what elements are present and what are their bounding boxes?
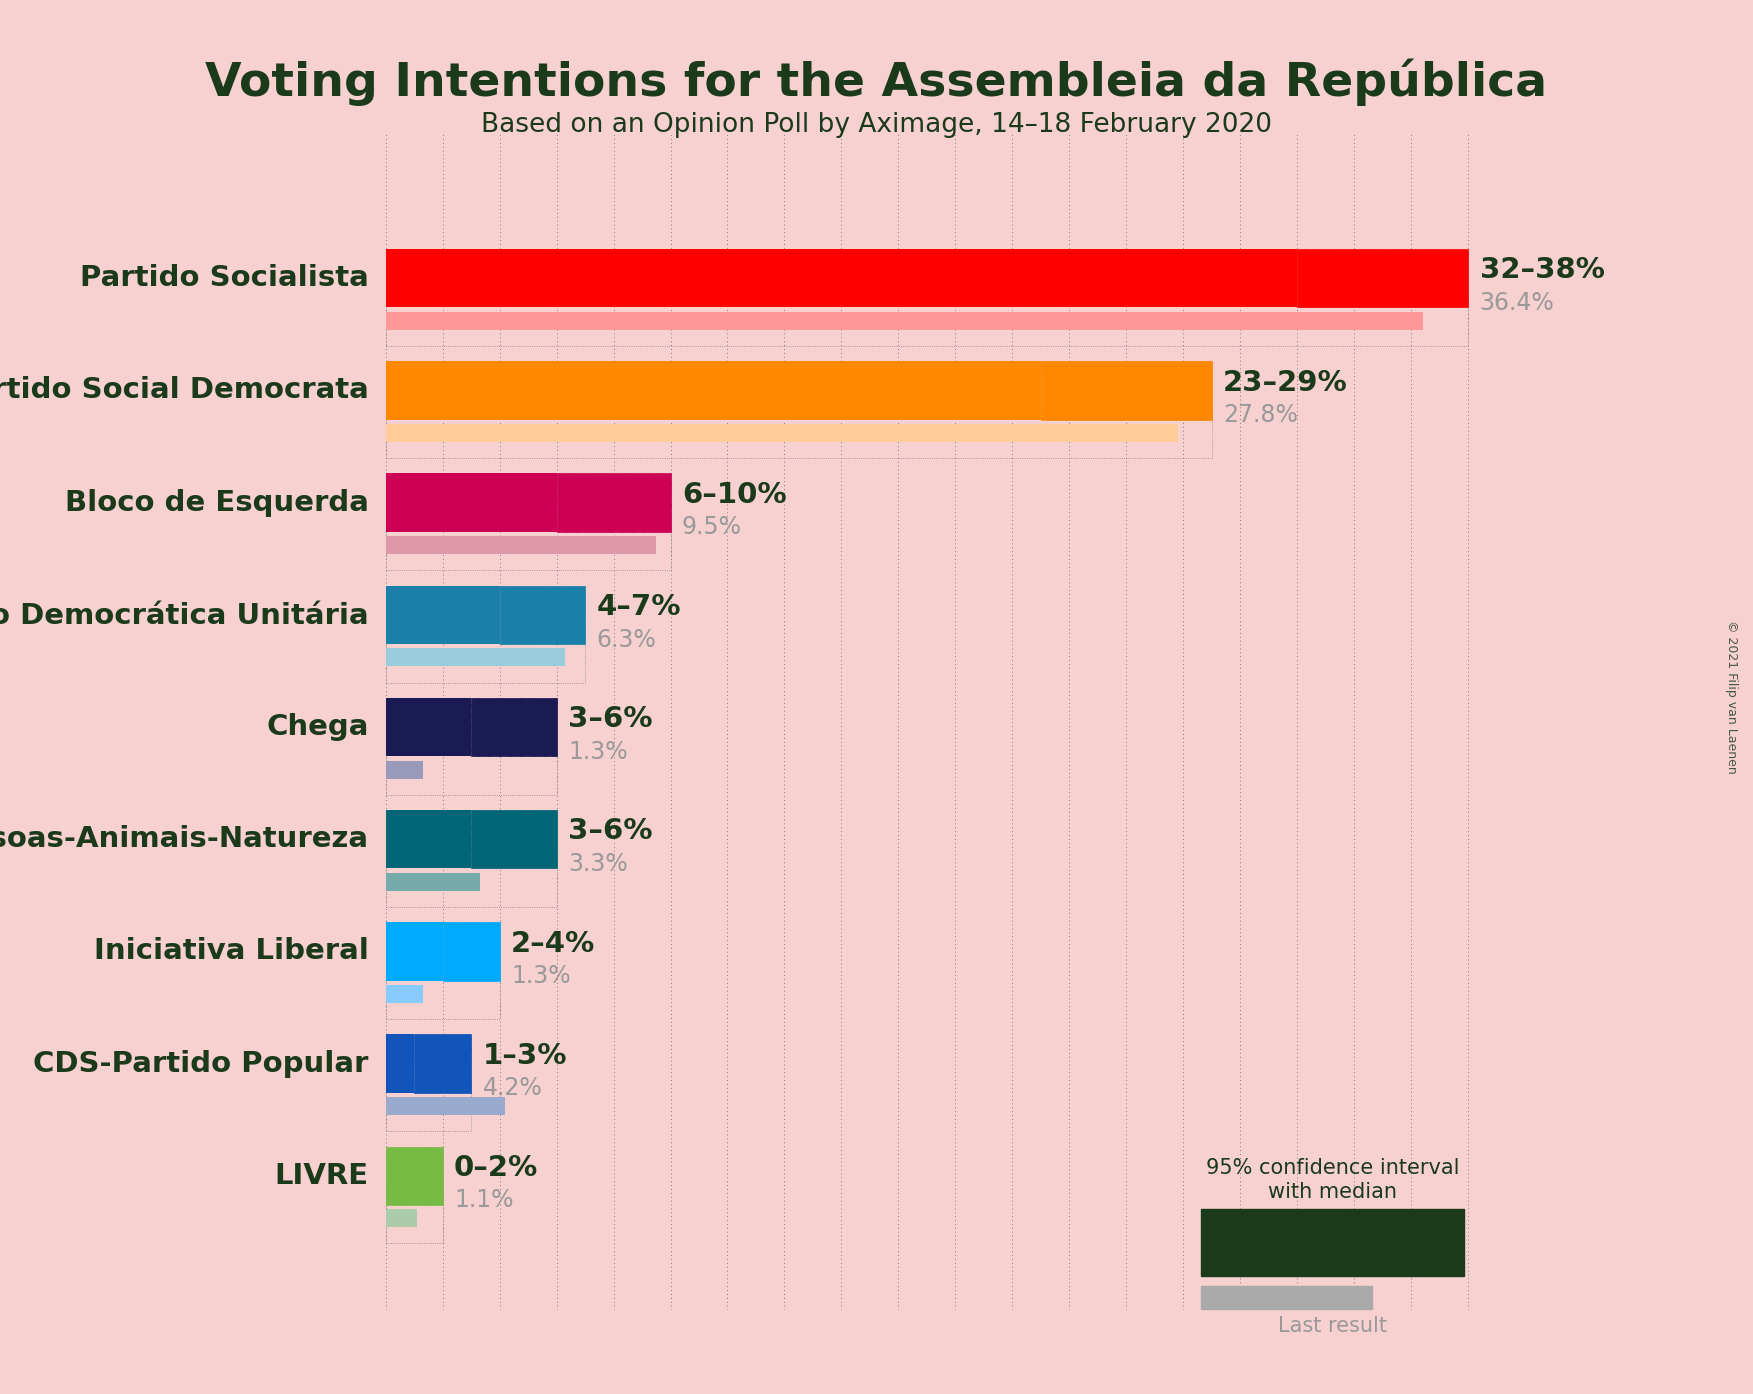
Text: 27.8%: 27.8% <box>1224 403 1297 427</box>
Bar <box>386 1147 442 1204</box>
Bar <box>500 585 586 644</box>
Bar <box>386 923 442 980</box>
Bar <box>386 250 1297 308</box>
Text: Iniciativa Liberal: Iniciativa Liberal <box>93 937 368 966</box>
Text: 0–2%: 0–2% <box>454 1154 538 1182</box>
Bar <box>556 474 670 531</box>
Text: 1.3%: 1.3% <box>568 740 628 764</box>
Text: Partido Socialista: Partido Socialista <box>81 265 368 293</box>
Text: Based on an Opinion Poll by Aximage, 14–18 February 2020: Based on an Opinion Poll by Aximage, 14–… <box>480 112 1273 138</box>
Text: 1–3%: 1–3% <box>482 1041 566 1069</box>
Text: Pessoas-Animais-Natureza: Pessoas-Animais-Natureza <box>0 825 368 853</box>
Bar <box>386 969 500 1019</box>
Bar <box>386 1097 505 1115</box>
Bar <box>386 361 1041 420</box>
Text: © 2021 Filip van Laenen: © 2021 Filip van Laenen <box>1725 620 1739 774</box>
Text: 6–10%: 6–10% <box>682 481 787 509</box>
Bar <box>472 698 556 756</box>
Bar <box>386 648 564 666</box>
Bar <box>386 1193 442 1243</box>
Bar <box>386 1034 414 1093</box>
Bar <box>386 744 556 795</box>
Bar <box>1297 250 1469 308</box>
Text: CDS-Partido Popular: CDS-Partido Popular <box>33 1050 368 1078</box>
Bar <box>386 873 480 891</box>
Bar <box>1041 361 1211 420</box>
Bar <box>414 1034 472 1093</box>
Bar <box>386 537 656 555</box>
Text: 4–7%: 4–7% <box>596 592 680 620</box>
Bar <box>386 474 556 531</box>
Text: 4.2%: 4.2% <box>482 1076 542 1100</box>
Text: 23–29%: 23–29% <box>1224 368 1348 397</box>
Bar <box>386 312 1423 330</box>
Bar <box>386 1210 417 1227</box>
Bar <box>386 810 472 868</box>
Bar <box>442 923 500 980</box>
Text: Chega: Chega <box>266 712 368 742</box>
Text: LIVRE: LIVRE <box>275 1161 368 1189</box>
Text: 9.5%: 9.5% <box>682 516 742 539</box>
Bar <box>386 520 670 570</box>
Text: 95% confidence interval
with median: 95% confidence interval with median <box>1206 1158 1458 1202</box>
Bar <box>386 761 422 779</box>
Bar <box>472 810 556 868</box>
Text: 1.1%: 1.1% <box>454 1189 514 1213</box>
Bar <box>386 424 1178 442</box>
Text: Voting Intentions for the Assembleia da República: Voting Intentions for the Assembleia da … <box>205 59 1548 106</box>
Bar <box>386 698 472 756</box>
Text: 6.3%: 6.3% <box>596 627 656 651</box>
Bar <box>386 986 422 1002</box>
Text: 32–38%: 32–38% <box>1480 256 1604 284</box>
Text: 3.3%: 3.3% <box>568 852 628 875</box>
Bar <box>386 296 1469 346</box>
Bar <box>386 408 1211 459</box>
Bar <box>386 633 586 683</box>
Bar <box>386 585 500 644</box>
Bar <box>386 1082 472 1132</box>
Text: Bloco de Esquerda: Bloco de Esquerda <box>65 489 368 517</box>
Text: 1.3%: 1.3% <box>512 965 571 988</box>
Text: Last result: Last result <box>1278 1316 1387 1335</box>
Text: 36.4%: 36.4% <box>1480 291 1555 315</box>
Text: Partido Social Democrata: Partido Social Democrata <box>0 376 368 404</box>
Text: 2–4%: 2–4% <box>512 930 596 958</box>
Text: Coligação Democrática Unitária: Coligação Democrática Unitária <box>0 599 368 630</box>
Bar <box>386 857 556 907</box>
Text: 3–6%: 3–6% <box>568 817 652 845</box>
Text: 3–6%: 3–6% <box>568 705 652 733</box>
